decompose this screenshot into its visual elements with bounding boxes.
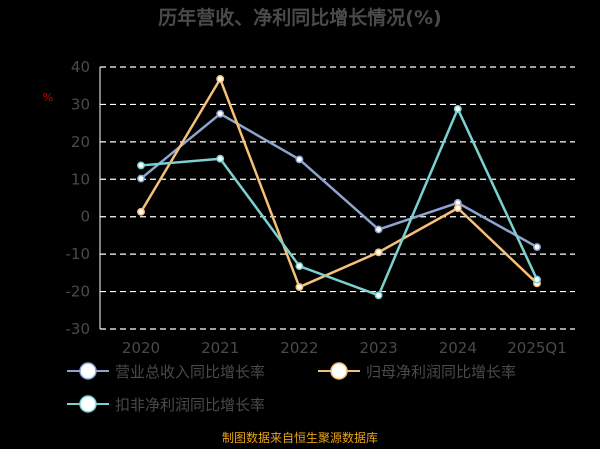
data-point[interactable]	[533, 243, 541, 251]
legend-label[interactable]: 归母净利润同比增长率	[366, 363, 516, 381]
data-point[interactable]	[453, 204, 462, 213]
series-line-2	[139, 77, 538, 289]
y-tick-label: -10	[66, 245, 91, 263]
x-tick-label: 2025Q1	[507, 339, 567, 357]
y-tick-label: 40	[71, 58, 90, 76]
y-tick-label: -20	[66, 283, 91, 301]
data-source-note: 制图数据来自恒生聚源数据库	[222, 430, 378, 445]
axes: -30 -20 -10 0 10 20 30 40 2020 2021 2022 2023 2024 20…	[66, 58, 567, 357]
data-point[interactable]	[295, 155, 304, 164]
data-point[interactable]	[216, 109, 225, 118]
series-lines	[137, 75, 541, 300]
data-point[interactable]	[137, 161, 145, 170]
x-tick-label: 2022	[280, 339, 318, 357]
data-point[interactable]	[137, 207, 145, 216]
y-tick-label: 20	[71, 133, 90, 151]
x-tick-label: 2024	[439, 339, 477, 357]
legend-label[interactable]: 营业总收入同比增长率	[115, 363, 265, 381]
y-tick-label: 0	[80, 208, 90, 226]
legend-marker-icon	[79, 362, 97, 380]
data-point[interactable]	[216, 75, 225, 83]
data-point[interactable]	[374, 225, 383, 234]
series-line-3	[140, 107, 539, 297]
series-line-1	[140, 112, 538, 249]
legend-label[interactable]: 扣非净利润同比增长率	[115, 396, 265, 414]
data-point[interactable]	[137, 174, 145, 183]
legend-marker-icon	[79, 395, 97, 413]
chart-title: 历年营收、净利同比增长情况(%)	[158, 6, 441, 29]
y-tick-label: 10	[71, 170, 90, 188]
data-point[interactable]	[374, 248, 383, 257]
data-point[interactable]	[295, 283, 304, 292]
data-point[interactable]	[216, 154, 225, 163]
data-point[interactable]	[453, 104, 462, 113]
y-axis-unit: %	[43, 91, 53, 104]
y-tick-label: -30	[66, 320, 91, 338]
data-point[interactable]	[533, 275, 541, 284]
x-tick-label: 2020	[122, 339, 160, 357]
legend-marker-icon	[330, 362, 348, 380]
x-tick-label: 2023	[360, 339, 398, 357]
x-tick-label: 2021	[201, 339, 239, 357]
data-point[interactable]	[374, 291, 383, 300]
gridlines	[100, 66, 575, 330]
y-tick-label: 30	[71, 95, 90, 113]
data-point[interactable]	[295, 262, 304, 271]
